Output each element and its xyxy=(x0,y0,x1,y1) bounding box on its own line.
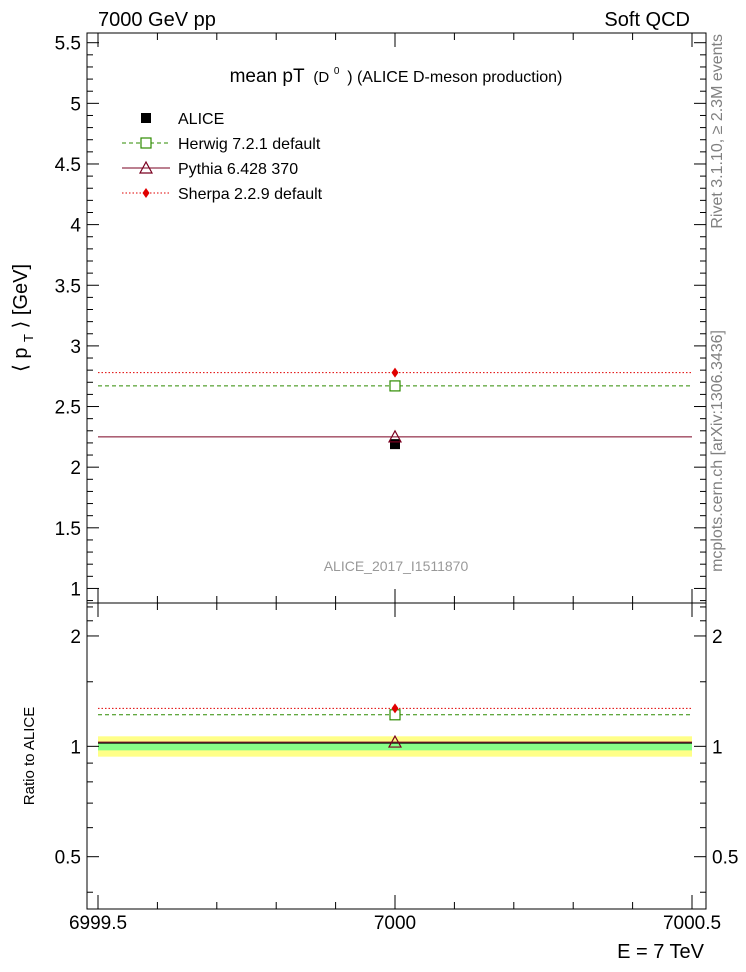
legend-label-4: Sherpa 2.2.9 default xyxy=(178,186,323,203)
legend-label-3: Pythia 6.428 370 xyxy=(178,161,298,178)
x-axis-title: E = 7 TeV xyxy=(617,941,705,963)
ratio-marker-3 xyxy=(391,703,399,714)
ratio-y-label: Ratio to ALICE xyxy=(21,707,38,805)
header-right: Soft QCD xyxy=(604,9,690,31)
ratio-y-tick-label-left: 2 xyxy=(70,627,81,648)
ratio-y-tick-label-left: 1 xyxy=(70,737,81,758)
title-main: mean pT xyxy=(230,66,305,87)
ratio-plot-frame xyxy=(86,602,707,910)
x-tick-label: 7000.5 xyxy=(663,913,721,934)
legend-marker-1 xyxy=(141,113,151,123)
main-y-tick-label: 4.5 xyxy=(55,155,81,176)
title-rest: ) (ALICE D-meson production) xyxy=(347,69,562,86)
main-y-tick-label: 2.5 xyxy=(55,398,81,419)
ylabel-rest: ⟩ [GeV] xyxy=(10,264,32,329)
main-y-tick-label: 1.5 xyxy=(55,519,81,540)
marker-herwig xyxy=(389,380,401,392)
marker-sherpa xyxy=(391,367,399,378)
title-d: (D xyxy=(313,69,329,86)
marker-pythia xyxy=(387,429,403,443)
legend-label-1: ALICE xyxy=(178,111,224,128)
main-y-label: ⟨ p T ⟩ [GeV] xyxy=(10,264,38,372)
main-y-tick-label: 4 xyxy=(70,216,81,237)
marker-alice xyxy=(390,439,400,450)
main-y-tick-label: 2 xyxy=(70,458,81,479)
title-sup: 0 xyxy=(334,66,340,77)
ratio-y-tick-label-right: 0.5 xyxy=(712,848,738,869)
legend-label-2: Herwig 7.2.1 default xyxy=(178,136,321,153)
x-tick-label: 6999.5 xyxy=(69,913,127,934)
legend-marker-3 xyxy=(138,160,154,174)
main-y-tick-label: 5.5 xyxy=(55,34,81,55)
ratio-marker-2 xyxy=(387,734,403,748)
legend: ALICE Herwig 7.2.1 default Pythia 6.428 37… xyxy=(122,111,323,203)
x-tick-label: 7000 xyxy=(374,913,416,934)
ratio-y-tick-label-left: 0.5 xyxy=(55,848,81,869)
main-x-axis xyxy=(97,33,693,603)
main-y-tick-label: 3 xyxy=(70,337,81,358)
main-y-tick-label: 5 xyxy=(70,94,81,115)
mcplots-label: mcplots.cern.ch [arXiv:1306.3436] xyxy=(709,330,726,572)
main-series-markers xyxy=(387,367,403,450)
legend-marker-2 xyxy=(140,137,152,149)
main-y-tick-label: 1 xyxy=(70,579,81,600)
legend-marker-4 xyxy=(142,188,150,198)
ratio-y-tick-label-right: 1 xyxy=(712,737,723,758)
header-left: 7000 GeV pp xyxy=(98,9,216,31)
main-y-axis: 1 1.5 2 2.5 3 3.5 4 4.5 5 5.5 xyxy=(55,34,706,602)
ylabel-sub: T xyxy=(21,334,36,342)
ratio-series-markers xyxy=(387,703,403,748)
main-title: mean pT (D 0 ) (ALICE D-meson production… xyxy=(230,59,563,87)
ylabel-main: ⟨ p xyxy=(10,348,32,372)
ratio-x-axis: 6999.5 7000 7000.5 xyxy=(69,603,721,934)
ratio-y-axis: 0.5 0.5 1 1 2 2 xyxy=(55,606,738,893)
main-y-tick-label: 3.5 xyxy=(55,276,81,297)
rivet-label: Rivet 3.1.10, ≥ 2.3M events xyxy=(709,34,726,229)
analysis-label: ALICE_2017_I1511870 xyxy=(324,558,469,574)
ratio-y-tick-label-right: 2 xyxy=(712,627,723,648)
ratio-green-band xyxy=(98,742,692,751)
